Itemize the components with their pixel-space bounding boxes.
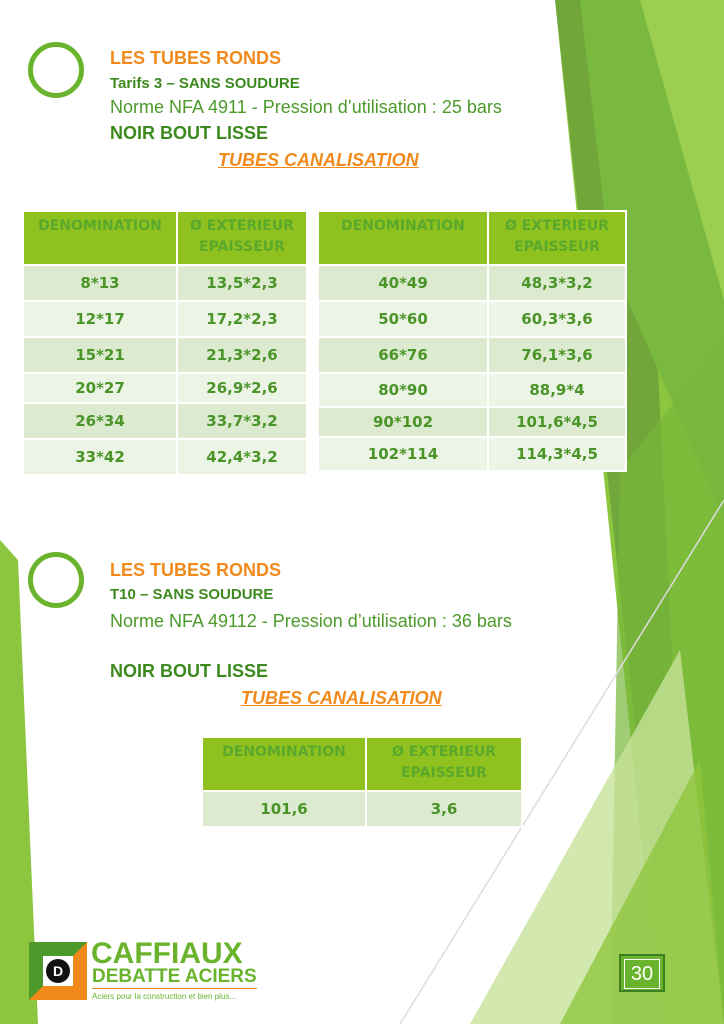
section2-circle-icon	[28, 552, 84, 608]
table-left: DENOMINATION Ø EXTERIEUR EPAISSEUR 8*13 13…	[22, 210, 308, 476]
section2-category: TUBES CANALISATION	[241, 688, 442, 708]
company-logo: D	[29, 942, 87, 1000]
section1-norm: Norme NFA 4911 - Pression d’utilisation …	[110, 97, 502, 117]
logo-mark-icon: D	[29, 942, 87, 1000]
section2-finish: NOIR BOUT LISSE	[110, 661, 269, 681]
section1-circle-icon	[28, 42, 84, 98]
cell: 3,6	[365, 790, 523, 828]
cell: 101,6	[201, 790, 367, 828]
section1-title: LES TUBES RONDS	[110, 48, 282, 68]
cell: 114,3*4,5	[487, 436, 627, 472]
header-exterieur: Ø EXTERIEUR EPAISSEUR	[365, 736, 523, 792]
cell: 17,2*2,3	[176, 300, 308, 338]
cell: 33*42	[22, 438, 178, 476]
header-denomination: DENOMINATION	[22, 210, 178, 266]
cell: 76,1*3,6	[487, 336, 627, 374]
cell: 88,9*4	[487, 372, 627, 408]
cell: 8*13	[22, 264, 178, 302]
cell: 12*17	[22, 300, 178, 338]
cell: 50*60	[317, 300, 489, 338]
header-exterieur: Ø EXTERIEUR EPAISSEUR	[487, 210, 627, 266]
section1-category: TUBES CANALISATION	[218, 150, 419, 170]
section2-norm: Norme NFA 49112 - Pression d’utilisation…	[110, 611, 512, 631]
cell: 60,3*3,6	[487, 300, 627, 338]
cell: 33,7*3,2	[176, 402, 308, 440]
table-t10: DENOMINATION Ø EXTERIEUR EPAISSEUR 101,6 3…	[201, 736, 523, 828]
cell: 102*114	[317, 436, 489, 472]
section1-subtitle: Tarifs 3 – SANS SOUDURE	[110, 75, 300, 92]
cell: 13,5*2,3	[176, 264, 308, 302]
cell: 66*76	[317, 336, 489, 374]
header-denomination: DENOMINATION	[317, 210, 489, 266]
cell: 21,3*2,6	[176, 336, 308, 374]
brand-subname: DEBATTE ACIERS	[92, 966, 257, 989]
cell: 20*27	[22, 372, 178, 404]
cell: 15*21	[22, 336, 178, 374]
cell: 90*102	[317, 406, 489, 438]
cell: 80*90	[317, 372, 489, 408]
cell: 26,9*2,6	[176, 372, 308, 404]
brand-tagline: Aciers pour la construction et bien plus…	[92, 992, 237, 1001]
cell: 40*49	[317, 264, 489, 302]
section2-subtitle: T10 – SANS SOUDURE	[110, 586, 274, 603]
section1-finish: NOIR BOUT LISSE	[110, 123, 269, 143]
table-right: DENOMINATION Ø EXTERIEUR EPAISSEUR 40*49 4…	[317, 210, 627, 472]
page-number: 30	[619, 954, 665, 992]
header-exterieur: Ø EXTERIEUR EPAISSEUR	[176, 210, 308, 266]
brand-name: CAFFIAUX	[91, 937, 243, 970]
header-denomination: DENOMINATION	[201, 736, 367, 792]
page-number-text: 30	[624, 959, 660, 989]
cell: 26*34	[22, 402, 178, 440]
cell: 48,3*3,2	[487, 264, 627, 302]
section2-title: LES TUBES RONDS	[110, 560, 282, 580]
cell: 42,4*3,2	[176, 438, 308, 476]
svg-text:D: D	[53, 963, 63, 979]
cell: 101,6*4,5	[487, 406, 627, 438]
